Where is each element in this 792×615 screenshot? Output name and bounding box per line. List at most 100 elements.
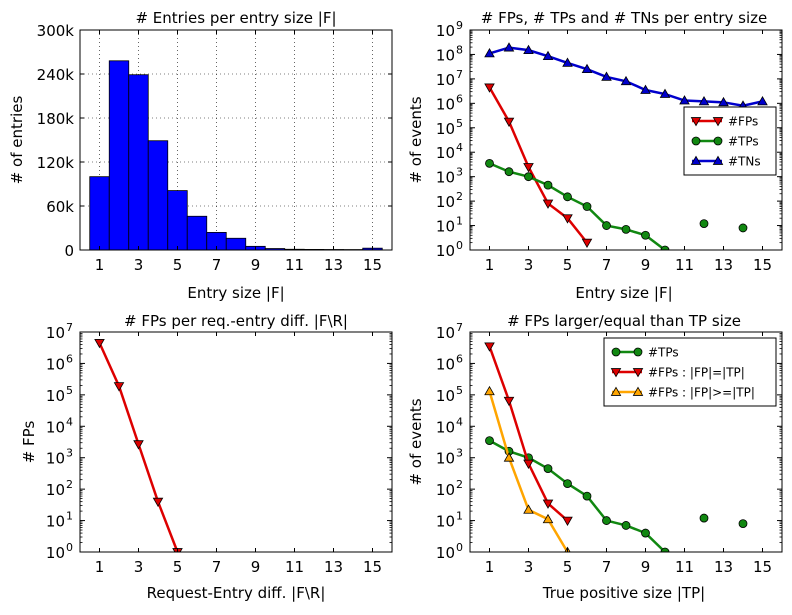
y-tick-exponent: 2: [456, 190, 463, 203]
data-point: [582, 239, 591, 247]
chart-title: # FPs per req.-entry diff. |F\R|: [124, 312, 348, 330]
x-tick-label: 15: [753, 256, 772, 274]
y-tick-label: 180k: [37, 110, 75, 128]
y-axis-label: # FPs: [20, 421, 38, 464]
y-tick-label: 10: [46, 355, 65, 373]
y-axis-label: # of events: [407, 398, 425, 485]
y-tick-exponent: 3: [456, 166, 463, 179]
data-point: [485, 343, 494, 351]
legend-entry: #FPs: [728, 115, 758, 129]
data-point: [524, 460, 533, 468]
y-tick-label: 60k: [46, 198, 74, 216]
y-tick-label: 10: [436, 169, 455, 187]
x-axis-label: True positive size |TP|: [542, 584, 705, 602]
y-tick-exponent: 6: [456, 92, 463, 105]
y-tick-label: 120k: [37, 154, 75, 172]
y-tick-label: 10: [46, 544, 65, 562]
legend-marker: [634, 348, 642, 356]
y-tick-label: 10: [46, 418, 65, 436]
data-point: [603, 222, 611, 230]
y-tick-label: 10: [46, 324, 65, 342]
x-tick-label: 1: [95, 256, 105, 274]
y-tick-exponent: 5: [66, 384, 73, 397]
legend-entry: #TPs: [648, 346, 679, 360]
y-tick-label: 10: [436, 324, 455, 342]
x-tick-label: 11: [675, 256, 694, 274]
legend: #FPs#TPs#TNs: [684, 107, 776, 175]
x-tick-label: 15: [753, 558, 772, 576]
bar: [168, 191, 188, 250]
y-tick-exponent: 3: [66, 447, 73, 460]
y-tick-exponent: 9: [456, 19, 463, 32]
y-tick-exponent: 1: [66, 510, 73, 523]
data-point: [642, 231, 650, 239]
data-point: [758, 97, 767, 105]
bar: [129, 75, 149, 250]
y-tick-exponent: 7: [456, 68, 463, 81]
data-point: [583, 492, 591, 500]
y-tick-label: 10: [436, 144, 455, 162]
legend-entry: #TPs: [728, 135, 759, 149]
y-tick-exponent: 0: [456, 239, 463, 252]
x-tick-label: 5: [563, 256, 573, 274]
data-point: [642, 529, 650, 537]
legend-entry: #FPs : |FP|>=|TP|: [648, 386, 755, 400]
data-point: [622, 225, 630, 233]
fps-per-diff-chart: # FPs per req.-entry diff. |F\R| Request…: [20, 312, 392, 602]
x-tick-label: 5: [173, 558, 183, 576]
y-tick-label: 10: [436, 95, 455, 113]
legend-marker: [714, 137, 722, 145]
x-tick-label: 1: [95, 558, 105, 576]
plot-frame: [80, 332, 392, 552]
x-tick-label: 3: [134, 558, 144, 576]
y-tick-exponent: 6: [66, 352, 73, 365]
data-point: [525, 173, 533, 181]
y-tick-exponent: 4: [456, 141, 463, 154]
data-point: [544, 465, 552, 473]
y-tick-exponent: 2: [66, 478, 73, 491]
x-axis-label: Entry size |F|: [575, 284, 672, 302]
y-tick-exponent: 3: [456, 447, 463, 460]
x-tick-label: 13: [324, 256, 343, 274]
series-line: [490, 441, 666, 552]
data-point: [564, 193, 572, 201]
x-tick-label: 9: [251, 256, 261, 274]
x-tick-label: 3: [134, 256, 144, 274]
series-line: [490, 163, 666, 250]
x-tick-label: 7: [602, 256, 612, 274]
bar: [148, 141, 168, 250]
data-point: [524, 505, 533, 513]
data-point: [739, 224, 747, 232]
x-tick-label: 9: [641, 558, 651, 576]
series-line: [490, 391, 568, 552]
y-tick-label: 10: [436, 450, 455, 468]
x-tick-label: 7: [212, 558, 222, 576]
x-tick-label: 11: [285, 558, 304, 576]
data-point: [603, 517, 611, 525]
bar: [226, 238, 246, 250]
y-tick-exponent: 7: [456, 321, 463, 334]
x-tick-label: 13: [324, 558, 343, 576]
entries-per-size-chart: # Entries per entry size |F| Entry size …: [8, 9, 392, 302]
data-point: [95, 339, 104, 347]
bar: [90, 177, 110, 250]
y-tick-label: 10: [436, 193, 455, 211]
x-tick-label: 13: [714, 256, 733, 274]
y-tick-label: 10: [436, 387, 455, 405]
y-tick-exponent: 0: [456, 541, 463, 554]
legend-marker: [692, 137, 700, 145]
chart-title: # FPs, # TPs and # TNs per entry size: [481, 9, 767, 27]
x-tick-label: 13: [714, 558, 733, 576]
x-tick-label: 3: [524, 256, 534, 274]
data-point: [505, 168, 513, 176]
plot-area: [95, 339, 182, 556]
data-point: [622, 521, 630, 529]
y-tick-exponent: 2: [456, 478, 463, 491]
data-point: [700, 514, 708, 522]
y-tick-label: 10: [436, 71, 455, 89]
x-tick-label: 7: [212, 256, 222, 274]
data-point: [114, 383, 123, 391]
data-point: [504, 397, 513, 405]
chart-title: # FPs larger/equal than TP size: [507, 312, 741, 330]
